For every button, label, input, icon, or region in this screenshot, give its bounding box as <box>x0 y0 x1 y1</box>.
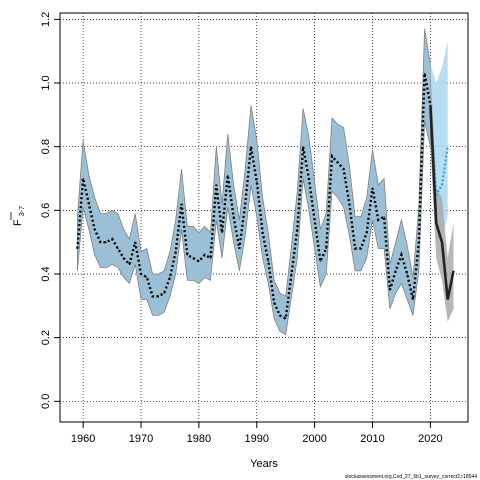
data-point <box>233 216 235 218</box>
data-point <box>418 241 420 243</box>
data-point <box>146 276 148 278</box>
y-tick-label: 1.0 <box>40 75 52 90</box>
y-tick-label: 0.2 <box>40 330 52 345</box>
y-tick-label: 1.2 <box>40 12 52 27</box>
data-point <box>279 314 281 316</box>
y-axis-title-subscript: 3-7 <box>19 206 26 216</box>
x-axis: 1960 1970 1980 1990 2000 2010 2020 <box>71 422 443 445</box>
x-tick-label: 1990 <box>245 433 269 445</box>
data-point <box>296 228 298 231</box>
data-point <box>123 257 125 259</box>
data-point <box>88 203 90 205</box>
x-tick-label: 1970 <box>129 433 153 445</box>
data-point <box>163 292 165 294</box>
y-tick-label: 0.0 <box>40 394 52 409</box>
data-point <box>221 232 223 234</box>
data-point <box>395 270 397 272</box>
data-point <box>261 232 264 234</box>
x-axis-title: Years <box>250 458 278 470</box>
data-point <box>157 295 159 297</box>
data-point <box>198 260 200 262</box>
data-point <box>94 228 96 231</box>
y-tick-label: 0.6 <box>40 203 52 218</box>
data-point <box>186 254 188 256</box>
data-point <box>429 104 431 106</box>
x-tick-label: 2010 <box>360 433 384 445</box>
line-retro <box>429 105 455 300</box>
data-point <box>360 247 362 250</box>
data-point <box>366 232 368 234</box>
data-point <box>383 216 385 218</box>
x-tick-label: 1960 <box>71 433 95 445</box>
data-point <box>348 203 350 205</box>
data-point <box>354 247 356 250</box>
data-point <box>406 273 408 275</box>
data-point <box>319 260 322 262</box>
data-point <box>325 247 327 250</box>
data-point <box>238 247 241 250</box>
data-point <box>331 155 333 157</box>
svg-text:F 3-7: F 3-7 <box>12 206 26 226</box>
x-tick-label: 2020 <box>418 433 442 445</box>
data-point <box>256 181 258 183</box>
data-point <box>342 168 345 170</box>
data-point <box>215 184 217 186</box>
data-point <box>82 177 84 180</box>
series-lines <box>76 72 455 321</box>
data-point <box>209 257 212 259</box>
plot-frame <box>59 12 469 423</box>
data-point <box>140 273 142 275</box>
data-point <box>371 187 374 189</box>
data-point <box>117 247 119 250</box>
data-point <box>204 254 206 256</box>
data-point <box>76 247 78 250</box>
y-axis-title: F 3-7 <box>10 206 26 226</box>
data-point <box>377 219 379 221</box>
data-point <box>250 146 252 148</box>
data-point <box>337 161 339 164</box>
data-point <box>169 276 171 278</box>
data-point <box>192 257 194 259</box>
data-point <box>180 203 183 205</box>
data-point <box>151 295 154 297</box>
data-point <box>302 146 304 148</box>
data-point <box>400 254 403 256</box>
x-tick-label: 1980 <box>187 433 211 445</box>
data-point <box>314 219 316 221</box>
data-point <box>267 260 269 262</box>
data-point <box>389 289 391 291</box>
data-point <box>105 241 107 243</box>
line-estimate <box>76 73 432 321</box>
data-point <box>273 302 275 304</box>
data-point <box>134 241 136 243</box>
y-tick-label: 0.8 <box>40 139 52 154</box>
footnote: stockassessment.org,Cod_27_5b1_survey_co… <box>345 474 478 480</box>
data-point <box>290 273 293 275</box>
data-point <box>227 174 229 176</box>
data-point <box>285 317 287 320</box>
data-point <box>111 238 113 240</box>
data-point <box>308 177 310 180</box>
y-tick-label: 0.4 <box>40 266 52 281</box>
y-axis-title-main: F <box>12 219 24 226</box>
data-point <box>175 251 177 253</box>
data-point <box>412 298 414 301</box>
data-point <box>99 241 102 243</box>
data-point <box>128 263 131 266</box>
x-tick-label: 2000 <box>302 433 326 445</box>
confidence-band-retro <box>430 63 454 322</box>
data-point <box>423 72 426 75</box>
y-axis: 0.0 0.2 0.4 0.6 0.8 1.0 1.2 <box>40 12 60 409</box>
data-point <box>244 203 246 205</box>
